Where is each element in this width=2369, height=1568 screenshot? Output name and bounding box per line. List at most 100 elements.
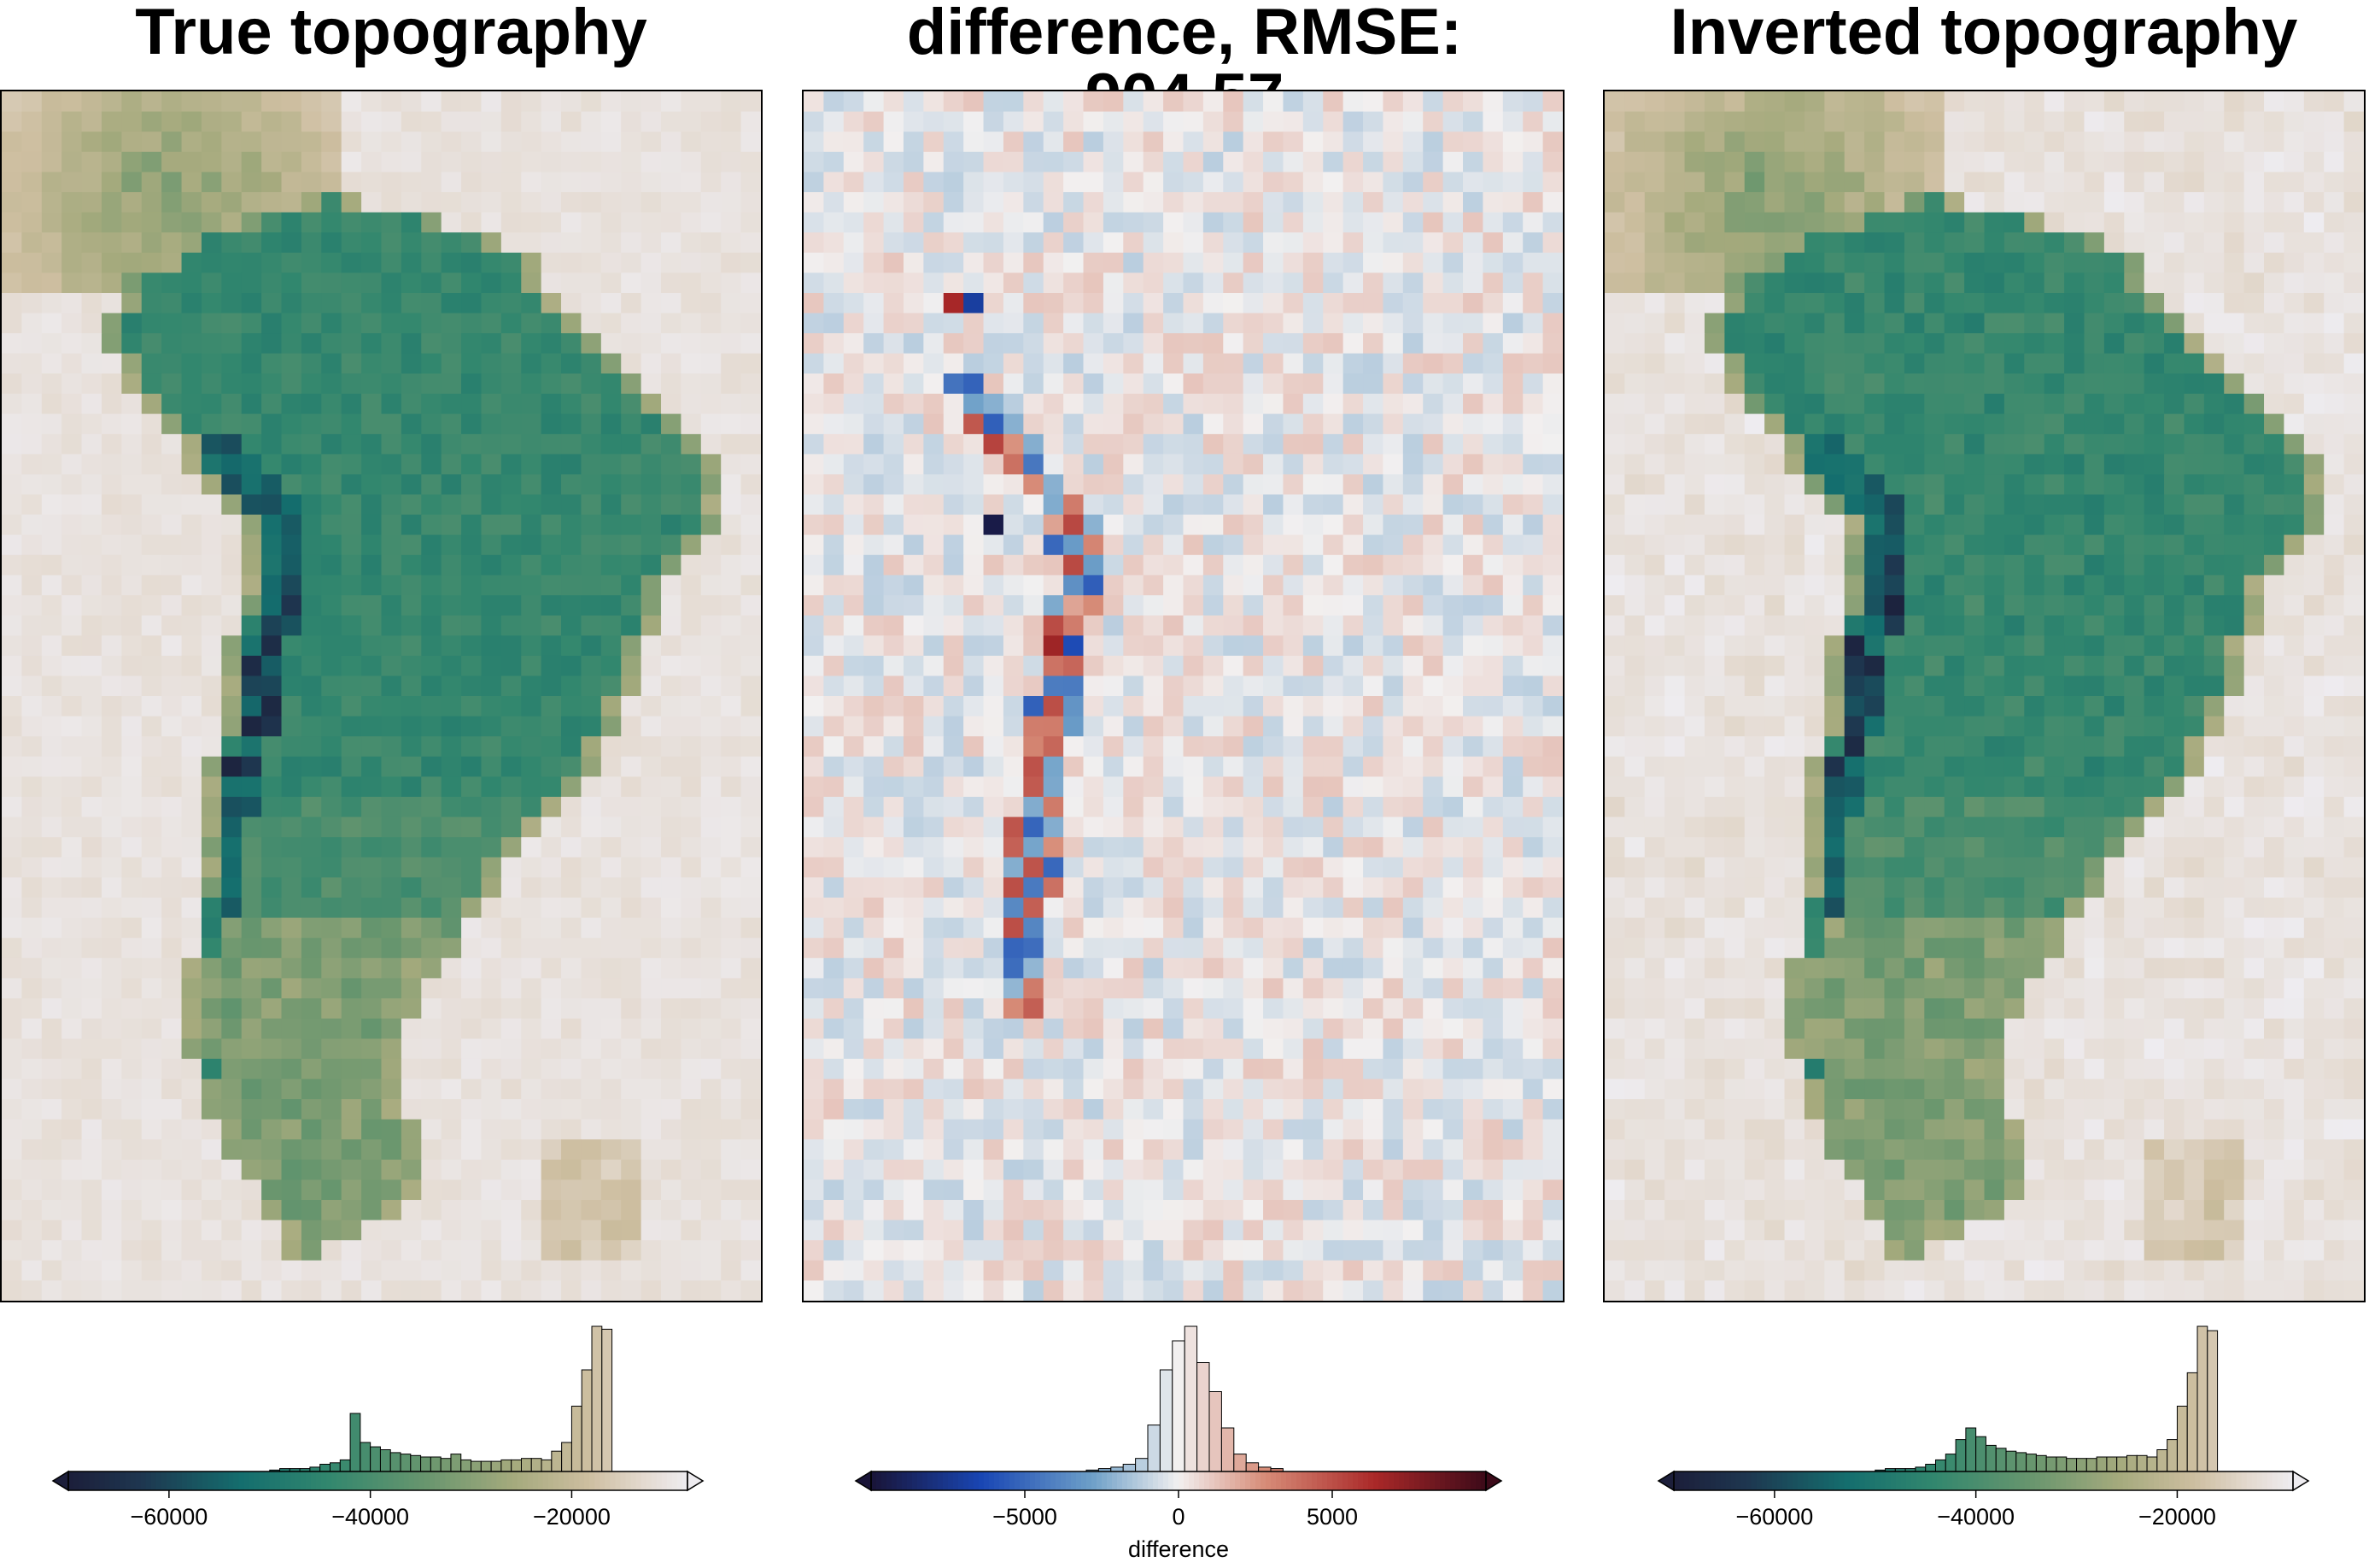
difference-cell	[1123, 152, 1144, 173]
difference-cell	[1144, 272, 1164, 293]
inverted-topography-cell	[1745, 192, 1765, 213]
difference-cell	[1003, 494, 1024, 515]
difference-cell	[1523, 434, 1543, 454]
true-topography-cell	[2, 797, 22, 817]
inverted-topography-cell	[1824, 272, 1845, 293]
true-topography-cell	[641, 736, 662, 757]
difference-cell	[1303, 676, 1324, 696]
true-topography-cell	[421, 333, 442, 354]
true-topography-cell	[42, 1179, 62, 1200]
difference-cell	[1503, 1160, 1524, 1180]
true-topography-cell	[401, 898, 422, 918]
difference-cell	[1403, 877, 1424, 898]
true-topography-cell	[681, 515, 701, 535]
true-topography-cell	[282, 394, 302, 414]
true-topography-cell	[261, 998, 282, 1019]
difference-cell	[944, 998, 964, 1019]
difference-cell	[1303, 575, 1324, 595]
true-topography-cell	[481, 313, 501, 334]
difference-cell	[1303, 958, 1324, 979]
true-topography-cell	[61, 232, 82, 253]
difference-cell	[1184, 454, 1204, 475]
true-topography-cell	[102, 313, 122, 334]
true-topography-cell	[282, 1039, 302, 1059]
difference-cell	[1063, 515, 1084, 535]
difference-cell	[1003, 313, 1024, 334]
true-topography-cell	[561, 857, 582, 878]
true-topography-cell	[202, 555, 222, 576]
true-topography-cell	[382, 676, 402, 696]
true-topography-cell	[421, 535, 442, 555]
difference-cell	[1184, 172, 1204, 192]
true-topography-cell	[202, 877, 222, 898]
true-topography-cell	[401, 656, 422, 676]
true-topography-cell	[721, 213, 741, 233]
difference-cell	[1023, 1179, 1044, 1200]
true-topography-cell	[661, 112, 681, 132]
true-topography-cell	[621, 717, 641, 737]
difference-cell	[1084, 313, 1104, 334]
difference-cell	[1343, 736, 1364, 757]
true-topography-cell	[242, 978, 262, 998]
difference-cell	[1423, 1261, 1443, 1281]
true-topography-cell	[121, 1059, 142, 1079]
true-topography-cell	[82, 293, 102, 313]
true-topography-cell	[202, 1139, 222, 1160]
difference-cell	[1263, 797, 1284, 817]
true-topography-cell	[2, 354, 22, 374]
true-topography-cell	[42, 797, 62, 817]
difference-cell	[1323, 1179, 1343, 1200]
true-topography-cell	[382, 232, 402, 253]
true-topography-cell	[121, 616, 142, 636]
difference-cell	[1403, 474, 1424, 494]
true-topography-cell	[401, 373, 422, 394]
difference-cell	[944, 515, 964, 535]
true-topography-cell	[121, 232, 142, 253]
true-topography-cell	[701, 434, 722, 454]
difference-cell	[1463, 535, 1483, 555]
difference-cell	[1263, 414, 1284, 435]
inverted-topography-cell	[2264, 272, 2284, 293]
true-topography-cell	[102, 474, 122, 494]
inverted-topography-cell	[2104, 132, 2125, 152]
inverted-topography-cell	[1964, 91, 1985, 112]
difference-cell	[1184, 1139, 1204, 1160]
true-topography-cell	[541, 192, 562, 213]
difference-cell	[984, 293, 1004, 313]
true-topography-cell	[561, 454, 582, 475]
difference-cell	[823, 575, 844, 595]
difference-cell	[1184, 1200, 1204, 1220]
inverted-topography-cell	[1645, 232, 1665, 253]
difference-cell	[1323, 837, 1343, 857]
true-topography-cell	[541, 918, 562, 939]
true-topography-cell	[102, 1079, 122, 1099]
true-topography-cell	[541, 696, 562, 717]
difference-cell	[1363, 474, 1383, 494]
true-topography-cell	[2, 172, 22, 192]
difference-cell	[863, 192, 884, 213]
difference-cell	[1483, 918, 1503, 939]
inverted-topography-cell	[1724, 253, 1745, 273]
inverted-topography-cell	[2124, 152, 2144, 173]
difference-cell	[1263, 313, 1284, 334]
true-topography-cell	[601, 817, 622, 838]
true-topography-cell	[82, 938, 102, 958]
true-topography-cell	[501, 938, 522, 958]
true-topography-cell	[501, 1240, 522, 1261]
difference-cell	[1163, 616, 1184, 636]
difference-cell	[1303, 776, 1324, 797]
true-topography-cell	[182, 1139, 202, 1160]
difference-cell	[1003, 717, 1024, 737]
difference-cell	[1403, 1160, 1424, 1180]
difference-cell	[1283, 1039, 1303, 1059]
true-topography-cell	[382, 253, 402, 273]
true-topography-cell	[261, 1179, 282, 1200]
true-topography-cell	[421, 1220, 442, 1241]
true-topography-cell	[182, 132, 202, 152]
difference-cell	[1144, 1200, 1164, 1220]
true-topography-cell	[142, 797, 162, 817]
difference-cell	[1363, 494, 1383, 515]
difference-cell	[1163, 373, 1184, 394]
difference-cell	[863, 958, 884, 979]
true-topography-cell	[421, 918, 442, 939]
